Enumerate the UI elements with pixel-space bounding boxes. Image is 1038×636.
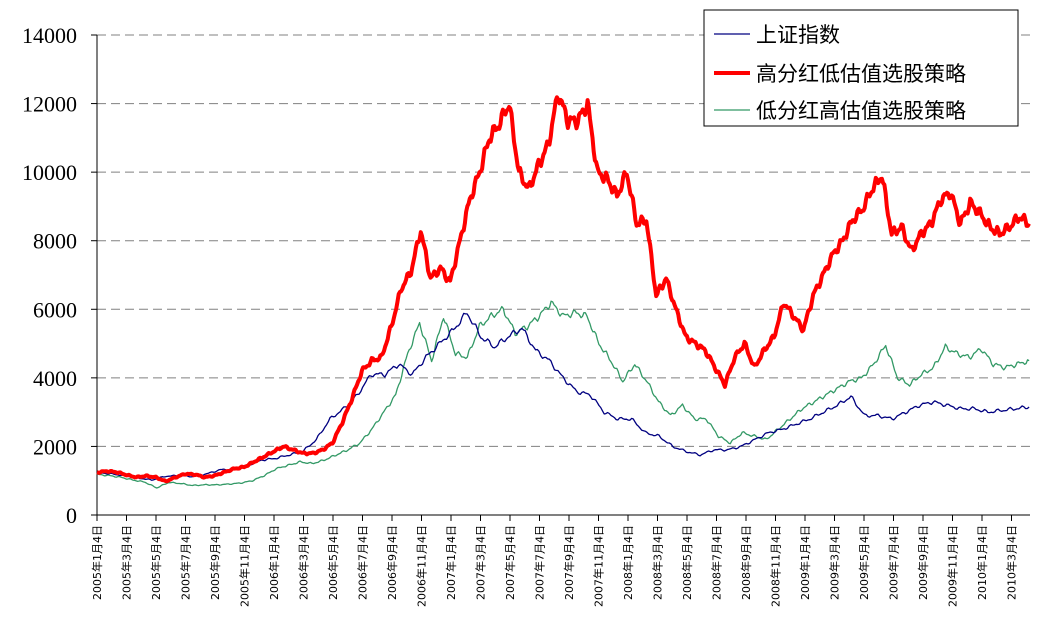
y-tick-label: 14000 [22, 23, 77, 48]
x-tick-label: 2007年11月4日 [592, 525, 606, 607]
x-tick-label: 2006年9月4日 [385, 525, 399, 600]
x-tick-label: 2009年11月4日 [946, 525, 960, 607]
legend-label-shanghai-index: 上证指数 [756, 23, 840, 47]
x-tick-label: 2008年5月4日 [680, 525, 694, 600]
y-tick-label: 0 [66, 503, 77, 528]
x-tick-label: 2009年7月4日 [887, 525, 901, 600]
x-tick-label: 2009年5月4日 [857, 525, 871, 600]
y-tick-label: 12000 [22, 92, 77, 117]
x-tick-label: 2009年1月4日 [798, 525, 812, 600]
x-tick-label: 2008年9月4日 [739, 525, 753, 600]
y-tick-label: 2000 [33, 434, 77, 459]
x-tick-label: 2010年3月4日 [1005, 525, 1019, 600]
x-axis: 2005年1月4日 2005年3月4日 2005年5月4日 2005年7月4日 2005… [90, 514, 1030, 607]
x-tick-label: 2007年1月4日 [444, 525, 458, 600]
legend-label-low-dividend-strategy: 低分红高估值选股策略 [756, 99, 966, 123]
x-tick-label: 2006年11月4日 [415, 525, 429, 607]
y-tick-label: 10000 [22, 160, 77, 185]
series-line-1 [96, 95, 1031, 484]
series-line-0 [96, 312, 1030, 481]
x-tick-label: 2006年7月4日 [356, 525, 370, 600]
x-tick-label: 2008年3月4日 [651, 525, 665, 600]
y-tick-label: 4000 [33, 366, 77, 391]
legend: 上证指数 高分红低估值选股策略 低分红高估值选股策略 [703, 9, 1019, 127]
series-line-2 [96, 300, 1030, 489]
x-tick-label: 2008年11月4日 [769, 525, 783, 607]
x-tick-label: 2005年7月4日 [179, 525, 193, 600]
x-tick-label: 2005年3月4日 [120, 525, 134, 600]
y-axis: 0 2000 4000 6000 8000 10000 12000 14000 [22, 23, 98, 528]
x-tick-label: 2009年9月4日 [916, 525, 930, 600]
x-tick-label: 2006年3月4日 [297, 525, 311, 600]
x-tick-label: 2005年11月4日 [238, 525, 252, 607]
x-tick-label: 2005年5月4日 [149, 525, 163, 600]
legend-label-high-dividend-strategy: 高分红低估值选股策略 [756, 62, 966, 86]
x-tick-label: 2007年9月4日 [562, 525, 576, 600]
x-tick-label: 2005年1月4日 [90, 525, 104, 600]
legend-box [703, 9, 1019, 127]
series-lines [96, 95, 1031, 489]
x-tick-label: 2006年1月4日 [267, 525, 281, 600]
x-tick-label: 2008年1月4日 [621, 525, 635, 600]
x-tick-label: 2007年3月4日 [474, 525, 488, 600]
x-tick-label: 2005年9月4日 [208, 525, 222, 600]
y-tick-label: 8000 [33, 229, 77, 254]
x-tick-label: 2008年7月4日 [710, 525, 724, 600]
x-tick-label: 2007年5月4日 [503, 525, 517, 600]
y-tick-label: 6000 [33, 297, 77, 322]
x-tick-label: 2010年1月4日 [975, 525, 989, 600]
x-tick-label: 2006年5月4日 [326, 525, 340, 600]
x-tick-label: 2009年3月4日 [828, 525, 842, 600]
x-tick-label: 2007年7月4日 [533, 525, 547, 600]
